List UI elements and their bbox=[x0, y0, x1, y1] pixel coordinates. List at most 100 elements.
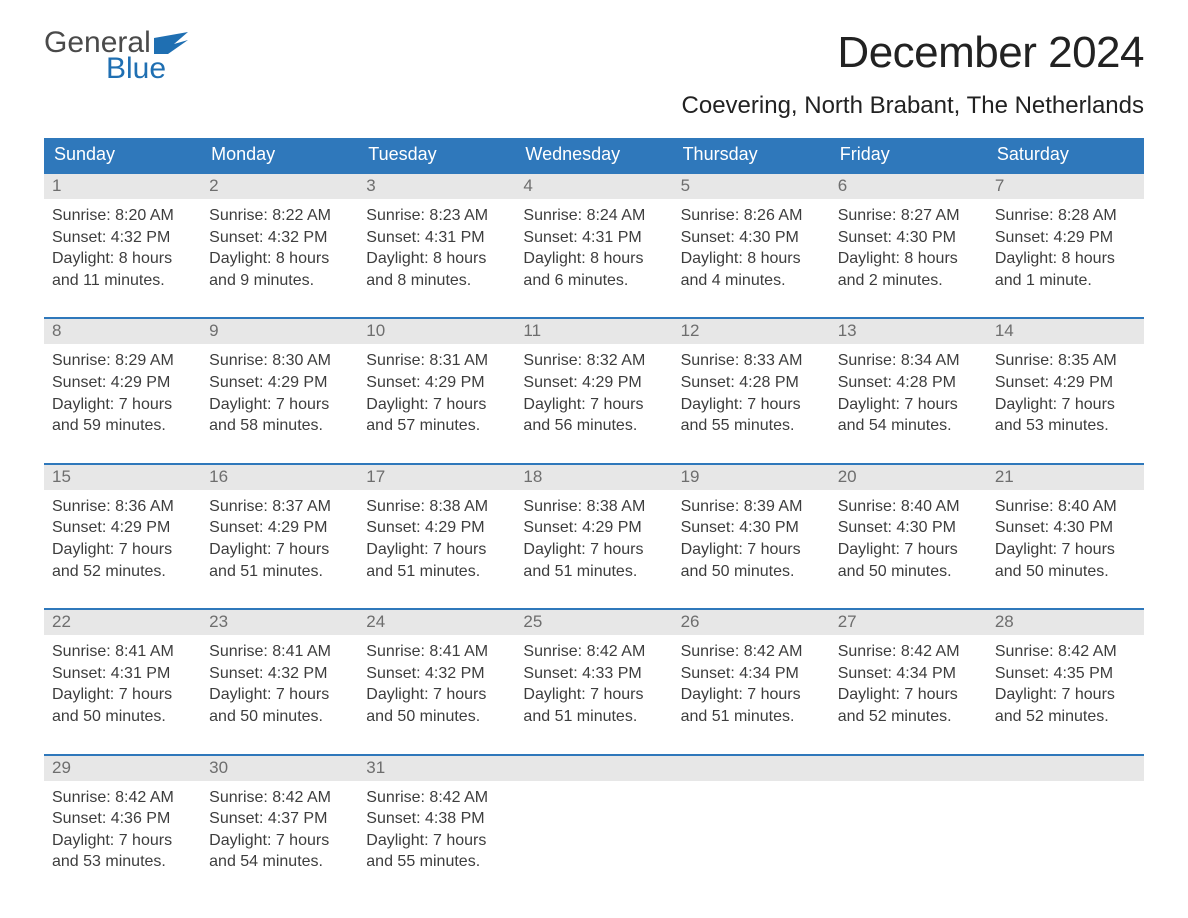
day-number: 13 bbox=[830, 319, 987, 344]
sunset-line: Sunset: 4:31 PM bbox=[52, 663, 193, 685]
daylight-line2: and 51 minutes. bbox=[366, 561, 507, 583]
sunrise-line: Sunrise: 8:37 AM bbox=[209, 496, 350, 518]
daylight-line1: Daylight: 7 hours bbox=[52, 539, 193, 561]
sunrise-line: Sunrise: 8:41 AM bbox=[52, 641, 193, 663]
sunset-line: Sunset: 4:29 PM bbox=[995, 227, 1136, 249]
daylight-line1: Daylight: 7 hours bbox=[995, 539, 1136, 561]
daylight-line2: and 52 minutes. bbox=[995, 706, 1136, 728]
sunrise-line: Sunrise: 8:26 AM bbox=[681, 205, 822, 227]
day-number: 14 bbox=[987, 319, 1144, 344]
location: Coevering, North Brabant, The Netherland… bbox=[682, 92, 1144, 120]
sunset-line: Sunset: 4:29 PM bbox=[523, 517, 664, 539]
daylight-line2: and 55 minutes. bbox=[366, 851, 507, 873]
daylight-line1: Daylight: 7 hours bbox=[681, 539, 822, 561]
day-cell: Sunrise: 8:42 AMSunset: 4:37 PMDaylight:… bbox=[201, 781, 358, 877]
daylight-line1: Daylight: 7 hours bbox=[52, 684, 193, 706]
sunrise-line: Sunrise: 8:32 AM bbox=[523, 350, 664, 372]
dow-saturday: Saturday bbox=[987, 138, 1144, 172]
daylight-line1: Daylight: 7 hours bbox=[523, 394, 664, 416]
sunrise-line: Sunrise: 8:24 AM bbox=[523, 205, 664, 227]
day-cell: Sunrise: 8:22 AMSunset: 4:32 PMDaylight:… bbox=[201, 199, 358, 295]
daylight-line2: and 50 minutes. bbox=[838, 561, 979, 583]
day-number: 24 bbox=[358, 610, 515, 635]
day-cell: Sunrise: 8:33 AMSunset: 4:28 PMDaylight:… bbox=[673, 344, 830, 440]
day-number bbox=[673, 756, 830, 781]
daylight-line2: and 4 minutes. bbox=[681, 270, 822, 292]
week-row: 22232425262728Sunrise: 8:41 AMSunset: 4:… bbox=[44, 608, 1144, 731]
sunset-line: Sunset: 4:29 PM bbox=[209, 372, 350, 394]
day-number: 5 bbox=[673, 174, 830, 199]
logo-flag-icon bbox=[154, 32, 188, 54]
daylight-line2: and 56 minutes. bbox=[523, 415, 664, 437]
title-block: December 2024 Coevering, North Brabant, … bbox=[682, 28, 1144, 120]
day-number bbox=[987, 756, 1144, 781]
sunrise-line: Sunrise: 8:42 AM bbox=[209, 787, 350, 809]
sunrise-line: Sunrise: 8:39 AM bbox=[681, 496, 822, 518]
day-number: 17 bbox=[358, 465, 515, 490]
daylight-line1: Daylight: 8 hours bbox=[366, 248, 507, 270]
week-row: 1234567Sunrise: 8:20 AMSunset: 4:32 PMDa… bbox=[44, 172, 1144, 295]
day-number: 16 bbox=[201, 465, 358, 490]
sunset-line: Sunset: 4:36 PM bbox=[52, 808, 193, 830]
daylight-line1: Daylight: 8 hours bbox=[995, 248, 1136, 270]
week-row: 891011121314 Sunrise: 8:29 AM Sunset: 4:29… bbox=[44, 317, 1144, 440]
sunrise-line: Sunrise: 8:42 AM bbox=[681, 641, 822, 663]
daylight-line2: and 53 minutes. bbox=[52, 851, 193, 873]
day-number: 19 bbox=[673, 465, 830, 490]
daylight-line1: Daylight: 7 hours bbox=[209, 830, 350, 852]
daylight-line1: Daylight: 7 hours bbox=[209, 394, 350, 416]
day-number: 25 bbox=[515, 610, 672, 635]
daylight-line1: Daylight: 7 hours bbox=[995, 394, 1136, 416]
day-number: 28 bbox=[987, 610, 1144, 635]
sunset-line: Sunset: 4:28 PM bbox=[838, 372, 979, 394]
day-cell: Sunrise: 8:30 AMSunset: 4:29 PMDaylight:… bbox=[201, 344, 358, 440]
day-number: 10 bbox=[358, 319, 515, 344]
day-cell: Sunrise: 8:27 AMSunset: 4:30 PMDaylight:… bbox=[830, 199, 987, 295]
daylight-line2: and 9 minutes. bbox=[209, 270, 350, 292]
day-cell: Sunrise: 8:42 AMSunset: 4:38 PMDaylight:… bbox=[358, 781, 515, 877]
daylight-line1: Daylight: 8 hours bbox=[209, 248, 350, 270]
logo: General Blue bbox=[44, 28, 188, 84]
day-number: 21 bbox=[987, 465, 1144, 490]
sunrise-line: Sunrise: 8:41 AM bbox=[209, 641, 350, 663]
daylight-line1: Daylight: 8 hours bbox=[838, 248, 979, 270]
daylight-line2: and 55 minutes. bbox=[681, 415, 822, 437]
day-number: 29 bbox=[44, 756, 201, 781]
daylight-line1: Daylight: 7 hours bbox=[366, 539, 507, 561]
sunset-line: Sunset: 4:29 PM bbox=[52, 517, 193, 539]
sunset-line: Sunset: 4:37 PM bbox=[209, 808, 350, 830]
daylight-line2: and 50 minutes. bbox=[995, 561, 1136, 583]
sunrise-line: Sunrise: 8:29 AM bbox=[52, 350, 193, 372]
daylight-line1: Daylight: 7 hours bbox=[995, 684, 1136, 706]
daylight-line2: and 8 minutes. bbox=[366, 270, 507, 292]
sunrise-line: Sunrise: 8:42 AM bbox=[52, 787, 193, 809]
weeks-container: 1234567Sunrise: 8:20 AMSunset: 4:32 PMDa… bbox=[44, 172, 1144, 877]
day-cell: Sunrise: 8:42 AMSunset: 4:34 PMDaylight:… bbox=[830, 635, 987, 731]
daylight-line2: and 57 minutes. bbox=[366, 415, 507, 437]
day-cell: Sunrise: 8:32 AMSunset: 4:29 PMDaylight:… bbox=[515, 344, 672, 440]
daylight-line2: and 51 minutes. bbox=[523, 706, 664, 728]
week-row: 15161718192021Sunrise: 8:36 AMSunset: 4:… bbox=[44, 463, 1144, 586]
daylight-line2: and 51 minutes. bbox=[209, 561, 350, 583]
daylight-line1: Daylight: 8 hours bbox=[681, 248, 822, 270]
day-number: 8 bbox=[44, 319, 201, 344]
sunset-line: Sunset: 4:30 PM bbox=[681, 517, 822, 539]
sunrise-line: Sunrise: 8:23 AM bbox=[366, 205, 507, 227]
daylight-line2: and 54 minutes. bbox=[838, 415, 979, 437]
sunset-line: Sunset: 4:33 PM bbox=[523, 663, 664, 685]
sunset-line: Sunset: 4:34 PM bbox=[681, 663, 822, 685]
daylight-line1: Daylight: 7 hours bbox=[681, 684, 822, 706]
sunrise-line: Sunrise: 8:42 AM bbox=[366, 787, 507, 809]
sunrise-line: Sunrise: 8:42 AM bbox=[995, 641, 1136, 663]
day-number: 3 bbox=[358, 174, 515, 199]
sunset-line: Sunset: 4:28 PM bbox=[681, 372, 822, 394]
day-number: 26 bbox=[673, 610, 830, 635]
day-number: 30 bbox=[201, 756, 358, 781]
daynum-row: 891011121314 bbox=[44, 319, 1144, 344]
sunset-line: Sunset: 4:31 PM bbox=[366, 227, 507, 249]
dow-friday: Friday bbox=[830, 138, 987, 172]
daynum-row: 15161718192021 bbox=[44, 465, 1144, 490]
daylight-line1: Daylight: 7 hours bbox=[366, 684, 507, 706]
daylight-line2: and 53 minutes. bbox=[995, 415, 1136, 437]
sunrise-line: Sunrise: 8:34 AM bbox=[838, 350, 979, 372]
